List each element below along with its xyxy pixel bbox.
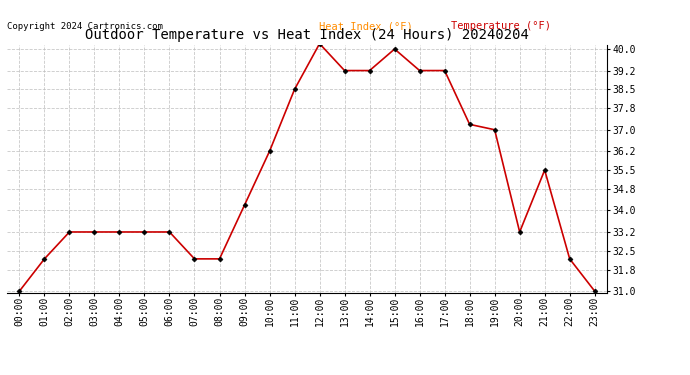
Title: Outdoor Temperature vs Heat Index (24 Hours) 20240204: Outdoor Temperature vs Heat Index (24 Ho… [85,28,529,42]
Text: Temperature (°F): Temperature (°F) [451,21,551,32]
Text: Heat Index (°F): Heat Index (°F) [319,21,413,32]
Text: Copyright 2024 Cartronics.com: Copyright 2024 Cartronics.com [7,22,163,32]
